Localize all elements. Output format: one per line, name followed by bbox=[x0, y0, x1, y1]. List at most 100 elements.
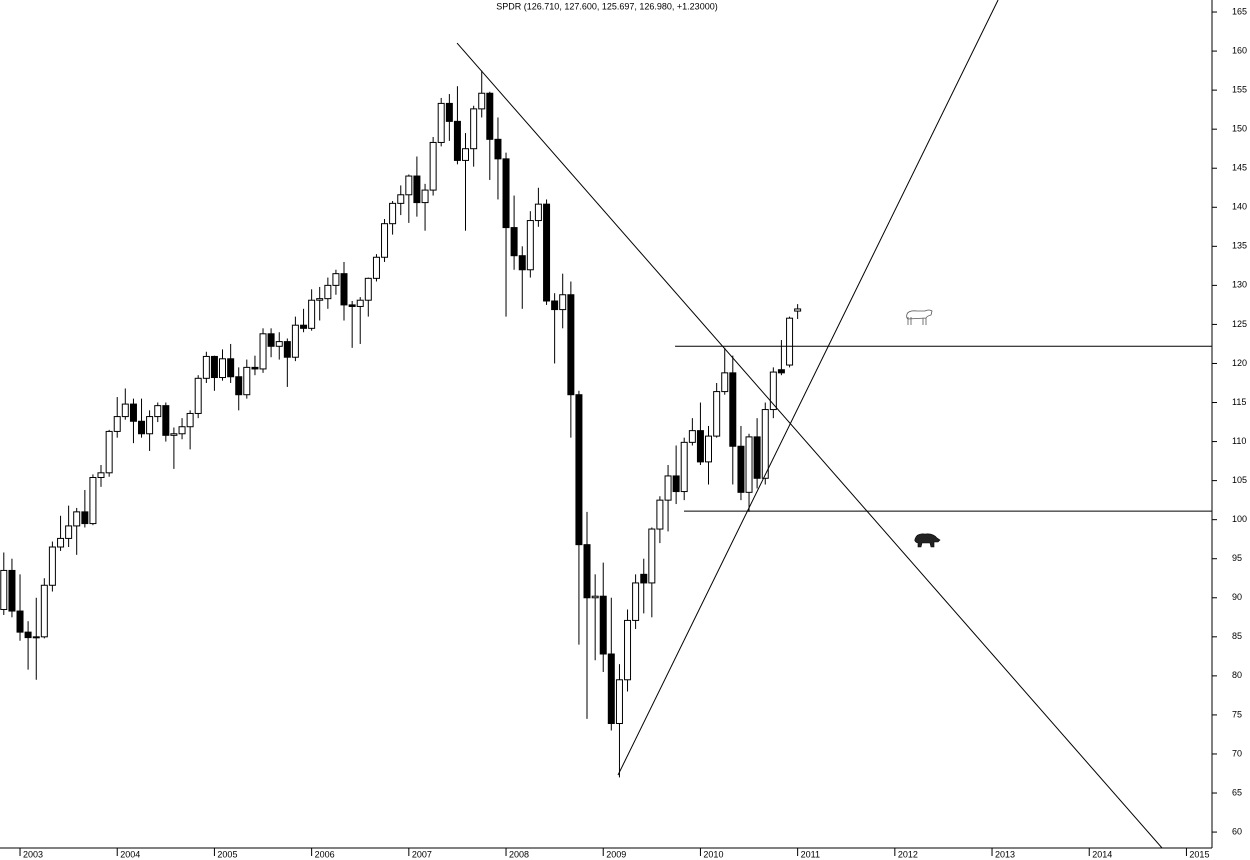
candle-body bbox=[372, 256, 380, 279]
candle-body bbox=[397, 194, 405, 204]
candle-body bbox=[324, 284, 332, 300]
candle-body bbox=[688, 430, 696, 443]
candle-body bbox=[777, 369, 785, 374]
candle-body bbox=[89, 476, 97, 525]
candle-body bbox=[24, 631, 32, 639]
candle-body bbox=[704, 435, 712, 463]
candle-body bbox=[194, 377, 202, 414]
candle-body bbox=[461, 148, 469, 161]
candle-body bbox=[308, 299, 316, 329]
candle-body bbox=[713, 391, 721, 437]
candle-body bbox=[121, 403, 129, 418]
candle-body bbox=[356, 299, 364, 307]
candle-body bbox=[32, 636, 40, 639]
candle-body bbox=[364, 277, 372, 301]
candle-body bbox=[251, 366, 259, 370]
candle-body bbox=[259, 333, 267, 370]
candle-body bbox=[761, 409, 769, 479]
candle-body bbox=[170, 433, 178, 436]
candle-body bbox=[696, 430, 704, 463]
candle-body bbox=[632, 582, 640, 621]
candle-body bbox=[332, 273, 340, 286]
y-tick-label: 60 bbox=[1232, 826, 1242, 836]
candle-body bbox=[73, 511, 81, 527]
candle-body bbox=[40, 584, 48, 638]
candle-body bbox=[745, 436, 753, 493]
candle-body bbox=[453, 120, 461, 161]
x-tick-label: 2003 bbox=[23, 849, 43, 859]
y-tick-label: 120 bbox=[1232, 358, 1247, 368]
y-tick-label: 115 bbox=[1232, 397, 1246, 407]
candle-body bbox=[429, 141, 437, 191]
candle-body bbox=[648, 528, 656, 584]
x-tick-label: 2008 bbox=[509, 849, 529, 859]
x-tick-label: 2011 bbox=[801, 849, 820, 859]
candle-body bbox=[737, 445, 745, 493]
candle-body bbox=[624, 619, 632, 681]
candle-body bbox=[534, 203, 542, 222]
y-tick-label: 85 bbox=[1232, 631, 1242, 641]
y-tick-label: 65 bbox=[1232, 787, 1242, 797]
trend-line bbox=[617, 0, 999, 776]
y-tick-label: 160 bbox=[1232, 45, 1247, 55]
y-tick-label: 135 bbox=[1232, 241, 1247, 251]
candle-body bbox=[729, 372, 737, 447]
bear-icon bbox=[914, 533, 941, 548]
y-tick-label: 150 bbox=[1232, 124, 1247, 134]
candle-body bbox=[502, 158, 510, 229]
y-tick-label: 100 bbox=[1232, 514, 1247, 524]
x-tick-label: 2012 bbox=[898, 849, 918, 859]
candle-body bbox=[664, 475, 672, 501]
chart-title: SPDR (126.710, 127.600, 125.697, 126.980… bbox=[496, 1, 717, 11]
y-tick-label: 105 bbox=[1232, 475, 1247, 485]
candle-body bbox=[202, 355, 210, 379]
candle-body bbox=[794, 308, 802, 312]
x-tick-label: 2005 bbox=[217, 849, 237, 859]
candle-body bbox=[551, 300, 559, 311]
x-tick-label: 2007 bbox=[412, 849, 432, 859]
candle-body bbox=[437, 102, 445, 143]
candle-body bbox=[113, 416, 121, 432]
candle-body bbox=[65, 525, 73, 539]
trend-line bbox=[456, 42, 1163, 848]
candle-body bbox=[413, 175, 421, 204]
x-tick-label: 2014 bbox=[1092, 849, 1112, 859]
candle-body bbox=[769, 371, 777, 411]
candle-body bbox=[656, 499, 664, 530]
candle-body bbox=[8, 569, 16, 612]
candle-body bbox=[316, 298, 324, 301]
candle-body bbox=[154, 405, 162, 418]
candle-body bbox=[178, 426, 186, 435]
candle-body bbox=[575, 394, 583, 546]
candle-body bbox=[243, 366, 251, 396]
candle-body bbox=[518, 255, 526, 271]
candle-body bbox=[591, 595, 599, 599]
plot-area bbox=[0, 0, 1212, 848]
candle-body bbox=[543, 203, 551, 302]
candle-body bbox=[81, 511, 89, 525]
candle-body bbox=[753, 436, 761, 479]
candle-body bbox=[510, 227, 518, 257]
bull-icon bbox=[906, 309, 933, 325]
candle-body bbox=[275, 341, 283, 347]
candle-body bbox=[162, 405, 170, 436]
candle-body bbox=[348, 304, 356, 307]
candle-body bbox=[186, 412, 194, 428]
candle-body bbox=[478, 92, 486, 110]
y-tick-label: 155 bbox=[1232, 85, 1247, 95]
candle-body bbox=[421, 189, 429, 204]
candle-body bbox=[599, 595, 607, 655]
y-tick-label: 70 bbox=[1232, 748, 1242, 758]
candle-body bbox=[129, 403, 137, 422]
candle-body bbox=[672, 475, 680, 493]
y-tick-label: 90 bbox=[1232, 592, 1242, 602]
candle-body bbox=[283, 341, 291, 358]
candle-body bbox=[445, 102, 453, 122]
x-tick-label: 2009 bbox=[606, 849, 626, 859]
x-tick-label: 2015 bbox=[1189, 849, 1209, 859]
candle-body bbox=[381, 223, 389, 258]
candle-body bbox=[405, 175, 413, 196]
candle-body bbox=[138, 420, 146, 435]
